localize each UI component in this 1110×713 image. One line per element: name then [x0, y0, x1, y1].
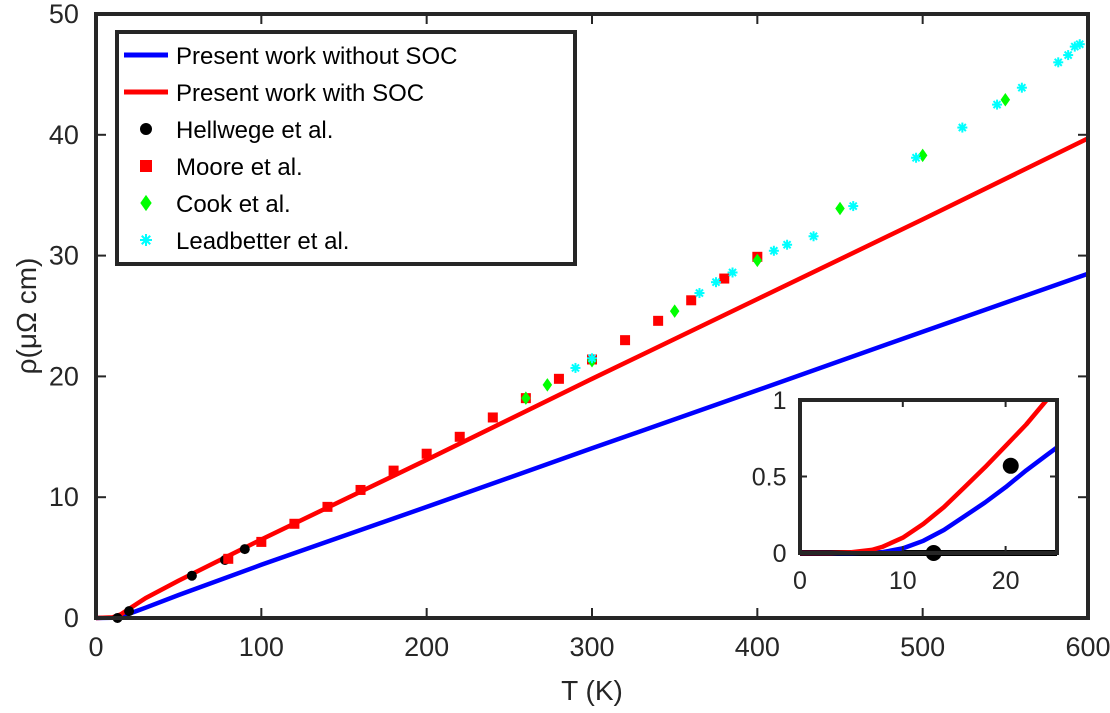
main-data-point	[388, 465, 399, 476]
main-data-point	[322, 501, 333, 512]
inset-background	[800, 400, 1057, 553]
main-data-point	[256, 536, 267, 547]
main-data-point	[669, 304, 680, 318]
legend-label: Present work without SOC	[176, 43, 457, 70]
legend-marker-swatch	[140, 160, 152, 172]
x-tick-label: 500	[900, 632, 945, 662]
main-data-point	[957, 122, 968, 133]
main-data-point	[782, 239, 793, 250]
legend-label: Leadbetter et al.	[176, 228, 349, 255]
legend-items: Present work without SOC Present work wit…	[124, 43, 457, 255]
legend-marker-swatch	[140, 123, 152, 135]
main-data-point	[1000, 93, 1011, 107]
inset-plot: 0 10 20 0 0.5 1	[752, 387, 1059, 595]
main-data-point	[570, 362, 581, 373]
inset-axis-ticks: 0 10 20 0 0.5 1	[752, 387, 1057, 595]
legend-label: Cook et al.	[176, 191, 291, 218]
y-tick-label: 20	[49, 361, 79, 391]
y-tick-label: 0	[773, 540, 787, 568]
main-data-point	[768, 245, 779, 256]
main-data-point	[808, 231, 819, 242]
main-data-point	[421, 448, 432, 459]
y-tick-label: 0.5	[752, 464, 787, 492]
y-tick-label: 10	[49, 482, 79, 512]
x-tick-label: 200	[404, 632, 449, 662]
main-data-point	[1063, 50, 1074, 61]
main-data-point	[355, 484, 366, 495]
main-data-point	[239, 544, 250, 555]
main-data-point	[454, 431, 465, 442]
main-data-point	[1053, 57, 1064, 68]
y-tick-label: 30	[49, 241, 79, 271]
main-data-point	[124, 606, 135, 617]
legend-label: Present work with SOC	[176, 80, 424, 107]
main-data-point	[1016, 82, 1027, 93]
main-data-point	[686, 295, 697, 306]
legend-label: Hellwege et al.	[176, 117, 333, 144]
x-tick-label: 300	[569, 632, 614, 662]
x-tick-label: 400	[735, 632, 780, 662]
x-tick-label: 20	[992, 567, 1020, 595]
inset-data-point	[1002, 457, 1019, 474]
legend-item: Moore et al.	[140, 154, 303, 181]
legend-marker-swatch	[140, 234, 152, 246]
legend-item: Cook et al.	[140, 191, 291, 218]
legend-item: Present work with SOC	[124, 80, 424, 107]
main-data-point	[620, 335, 631, 346]
x-tick-label: 100	[239, 632, 284, 662]
main-data-point	[553, 373, 564, 384]
x-tick-label: 0	[88, 632, 103, 662]
legend-label: Moore et al.	[176, 154, 303, 181]
legend-box	[115, 30, 577, 266]
y-axis-label: ρ(μΩ cm)	[11, 258, 42, 375]
main-data-point	[587, 353, 597, 364]
y-tick-label: 1	[773, 387, 787, 415]
main-data-point	[186, 570, 197, 581]
main-data-point	[223, 553, 234, 564]
main-data-point	[711, 277, 721, 288]
main-data-point	[1074, 39, 1085, 50]
main-data-point	[727, 267, 738, 278]
y-tick-label: 50	[49, 0, 79, 29]
x-tick-label: 600	[1065, 632, 1110, 662]
main-data-point	[289, 518, 300, 529]
legend-item: Hellwege et al.	[140, 117, 333, 144]
main-data-point	[719, 273, 730, 284]
legend: Present work without SOC Present work wit…	[115, 30, 577, 266]
main-data-point	[653, 315, 664, 326]
main-data-point	[992, 99, 1003, 110]
main-data-point	[521, 391, 531, 405]
main-data-point	[848, 201, 859, 212]
y-tick-label: 40	[49, 120, 79, 150]
main-data-point	[752, 253, 763, 268]
y-tick-label: 0	[64, 603, 79, 633]
legend-item: Leadbetter et al.	[140, 228, 349, 255]
main-data-point	[542, 378, 553, 392]
legend-marker-swatch	[140, 194, 152, 212]
main-data-point	[911, 152, 922, 163]
legend-item: Present work without SOC	[124, 43, 457, 70]
main-data-point	[487, 412, 498, 423]
x-tick-label: 10	[889, 567, 917, 595]
main-data-point	[835, 201, 845, 216]
x-axis-label: T (K)	[561, 675, 623, 706]
main-data-point	[694, 288, 705, 299]
x-tick-label: 0	[793, 567, 807, 595]
